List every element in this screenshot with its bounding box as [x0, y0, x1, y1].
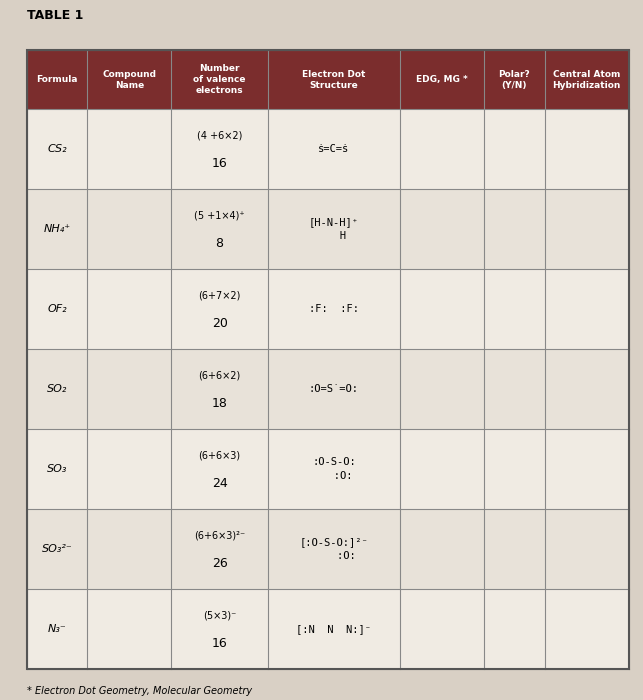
Text: CS₂: CS₂	[48, 144, 67, 154]
Text: :F:  :F:: :F: :F:	[309, 304, 359, 314]
Bar	[27, 50, 629, 109]
Text: TABLE 1: TABLE 1	[27, 9, 84, 22]
Text: [:N  N  N:]⁻: [:N N N:]⁻	[296, 624, 372, 634]
Text: (5×3)⁻: (5×3)⁻	[203, 610, 236, 621]
Text: :O-S-O:
   :O:: :O-S-O: :O:	[312, 457, 356, 481]
Bar	[27, 509, 629, 589]
Text: (6+6×3)²⁻: (6+6×3)²⁻	[194, 531, 245, 540]
Bar	[27, 189, 629, 269]
Text: ṡ=C=ṡ: ṡ=C=ṡ	[318, 144, 350, 154]
Text: Formula: Formula	[37, 75, 78, 84]
Text: (6+6×3): (6+6×3)	[199, 451, 240, 461]
Bar	[27, 589, 629, 669]
Bar	[27, 429, 629, 509]
Text: (6+6×2): (6+6×2)	[199, 371, 240, 381]
Text: OF₂: OF₂	[48, 304, 67, 314]
Text: Central Atom
Hybridization: Central Atom Hybridization	[552, 69, 621, 90]
Text: (6+7×2): (6+7×2)	[199, 290, 240, 301]
Text: SO₂: SO₂	[47, 384, 68, 394]
Text: * Electron Dot Geometry, Molecular Geometry: * Electron Dot Geometry, Molecular Geome…	[27, 686, 252, 696]
Text: 26: 26	[212, 557, 228, 570]
Text: Number
of valence
electrons: Number of valence electrons	[194, 64, 246, 95]
Text: 16: 16	[212, 158, 228, 171]
Text: Compound
Name: Compound Name	[102, 69, 156, 90]
Text: 16: 16	[212, 637, 228, 650]
Text: [H-N-H]⁺
   H: [H-N-H]⁺ H	[309, 218, 359, 241]
Text: :O=Ṡ=O:: :O=Ṡ=O:	[309, 384, 359, 394]
Text: (4 +6×2): (4 +6×2)	[197, 131, 242, 141]
Text: Electron Dot
Structure: Electron Dot Structure	[302, 69, 366, 90]
Text: SO₃²⁻: SO₃²⁻	[42, 544, 73, 554]
Text: [:O-S-O:]²⁻
    :O:: [:O-S-O:]²⁻ :O:	[300, 538, 368, 561]
Bar	[27, 349, 629, 429]
Bar	[27, 50, 629, 669]
Text: 24: 24	[212, 477, 228, 490]
Text: EDG, MG *: EDG, MG *	[417, 75, 468, 84]
Text: (5 +1×4)⁺: (5 +1×4)⁺	[194, 211, 245, 220]
Text: N₃⁻: N₃⁻	[48, 624, 66, 634]
Bar	[27, 269, 629, 349]
Text: 8: 8	[215, 237, 224, 251]
Text: NH₄⁺: NH₄⁺	[44, 224, 71, 234]
Text: SO₃: SO₃	[47, 464, 68, 474]
Text: Polar?
(Y/N): Polar? (Y/N)	[498, 69, 530, 90]
Text: 18: 18	[212, 398, 228, 410]
Text: 20: 20	[212, 317, 228, 330]
Bar	[27, 109, 629, 189]
